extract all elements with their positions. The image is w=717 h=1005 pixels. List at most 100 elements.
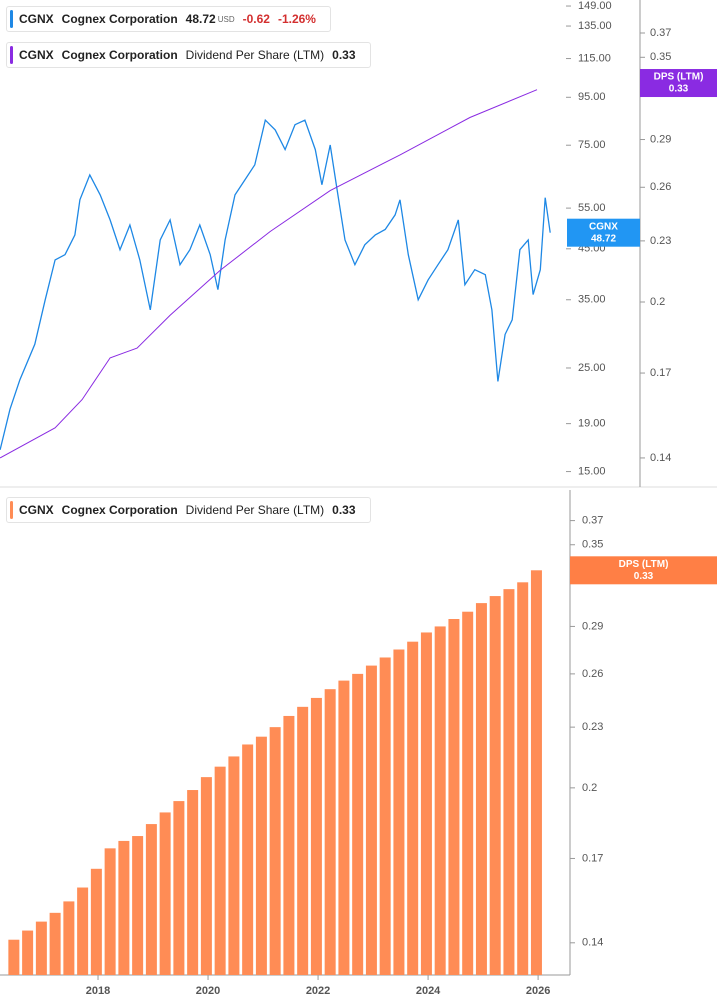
y-tick-label: 15.00 — [578, 465, 606, 477]
x-tick-label: 2018 — [86, 985, 110, 997]
y-tick-label: 55.00 — [578, 202, 606, 214]
bar — [530, 570, 542, 975]
bar — [310, 697, 322, 975]
legend-company: Cognex Corporation — [61, 48, 178, 62]
bar — [22, 930, 34, 975]
y2-tick-label: 0.23 — [650, 235, 671, 247]
legend-company: Cognex Corporation — [61, 503, 178, 517]
bar — [173, 801, 185, 975]
bar — [324, 689, 336, 975]
y-tick-label: 0.2 — [582, 782, 597, 794]
y2-tick-label: 0.17 — [650, 367, 671, 379]
bar — [200, 777, 212, 975]
bar — [77, 887, 89, 975]
legend-metric: Dividend Per Share (LTM) — [185, 503, 325, 517]
y2-tick-label: 0.26 — [650, 181, 671, 193]
bar — [255, 736, 267, 975]
legend-swatch — [10, 501, 13, 519]
legend-company: Cognex Corporation — [61, 12, 178, 26]
bar — [338, 680, 350, 975]
bar — [228, 756, 240, 975]
legend-currency: USD — [217, 14, 235, 24]
y-tick-label: 19.00 — [578, 418, 606, 430]
y-tick-label: 35.00 — [578, 294, 606, 306]
legend-item: CGNX Cognex Corporation Dividend Per Share… — [6, 497, 371, 523]
legend-ticker: CGNX — [19, 48, 54, 62]
y2-tick-label: 0.29 — [650, 133, 671, 145]
y-tick-label: 75.00 — [578, 139, 606, 151]
bar — [145, 824, 157, 975]
y2-tick-label: 0.14 — [650, 452, 671, 464]
value-tag: DPS (LTM)0.33 — [640, 69, 717, 98]
bar — [104, 848, 116, 975]
bar — [393, 649, 405, 975]
series-line — [0, 118, 551, 450]
y2-tick-label: 0.35 — [650, 51, 671, 63]
legend-change-pct: -1.26% — [277, 12, 316, 26]
bar — [297, 706, 309, 975]
x-tick-label: 2020 — [196, 985, 220, 997]
bar — [63, 901, 75, 975]
value-tag-value: 0.33 — [634, 571, 654, 582]
bar — [269, 727, 281, 975]
value-tag-label: DPS (LTM) — [654, 72, 704, 83]
legend-value: 48.72 — [185, 12, 216, 26]
bar — [35, 921, 47, 975]
legend-value: 0.33 — [332, 48, 356, 62]
bar — [407, 641, 419, 975]
series-line — [0, 89, 538, 459]
bar — [49, 912, 61, 975]
legend-item: CGNX Cognex Corporation Dividend Per Share… — [6, 42, 371, 68]
bar — [448, 619, 460, 975]
bar — [434, 626, 446, 975]
y2-tick-label: 0.2 — [650, 296, 665, 308]
y-tick-label: 25.00 — [578, 362, 606, 374]
bar — [517, 582, 529, 975]
x-tick-label: 2026 — [526, 985, 550, 997]
y-tick-label: 149.00 — [578, 0, 612, 12]
y-tick-label: 95.00 — [578, 91, 606, 103]
value-tag-value: 48.72 — [591, 233, 616, 244]
y-tick-label: 115.00 — [578, 52, 611, 64]
y-tick-label: 0.35 — [582, 539, 603, 551]
value-tag-value: 0.33 — [669, 84, 689, 95]
legend-ticker: CGNX — [19, 12, 54, 26]
legend-item: CGNX Cognex Corporation 48.72 USD -0.62 -1.26… — [6, 6, 331, 32]
value-tag-label: DPS (LTM) — [619, 559, 669, 570]
value-tag: DPS (LTM)0.33 — [570, 556, 717, 585]
x-tick-label: 2022 — [306, 985, 330, 997]
legend-value: 0.33 — [332, 503, 356, 517]
x-tick-label: 2024 — [416, 985, 441, 997]
bar — [118, 840, 130, 975]
bar — [242, 744, 254, 975]
value-tag-label: CGNX — [589, 221, 618, 232]
y-tick-label: 0.17 — [582, 852, 603, 864]
legend-change: -0.62 — [242, 12, 270, 26]
y-tick-label: 0.26 — [582, 668, 603, 680]
bar — [352, 673, 364, 975]
y-tick-label: 0.29 — [582, 620, 603, 632]
value-tag-box — [570, 556, 717, 585]
value-tag-box — [640, 69, 717, 98]
legend-metric: Dividend Per Share (LTM) — [185, 48, 325, 62]
bar — [462, 611, 474, 975]
y-tick-label: 0.37 — [582, 515, 603, 527]
y2-tick-label: 0.37 — [650, 27, 671, 39]
bar — [187, 790, 199, 975]
bar — [420, 632, 432, 975]
bar — [90, 868, 102, 975]
legend-swatch — [10, 46, 13, 64]
bar — [159, 812, 171, 975]
bar — [283, 715, 295, 975]
bar — [489, 596, 501, 975]
bar — [214, 766, 226, 975]
bar — [475, 603, 487, 975]
legend-swatch — [10, 10, 13, 28]
y-tick-label: 0.14 — [582, 937, 603, 949]
y-tick-label: 135.00 — [578, 20, 612, 32]
bar — [8, 939, 20, 975]
value-tag-box — [567, 218, 640, 247]
